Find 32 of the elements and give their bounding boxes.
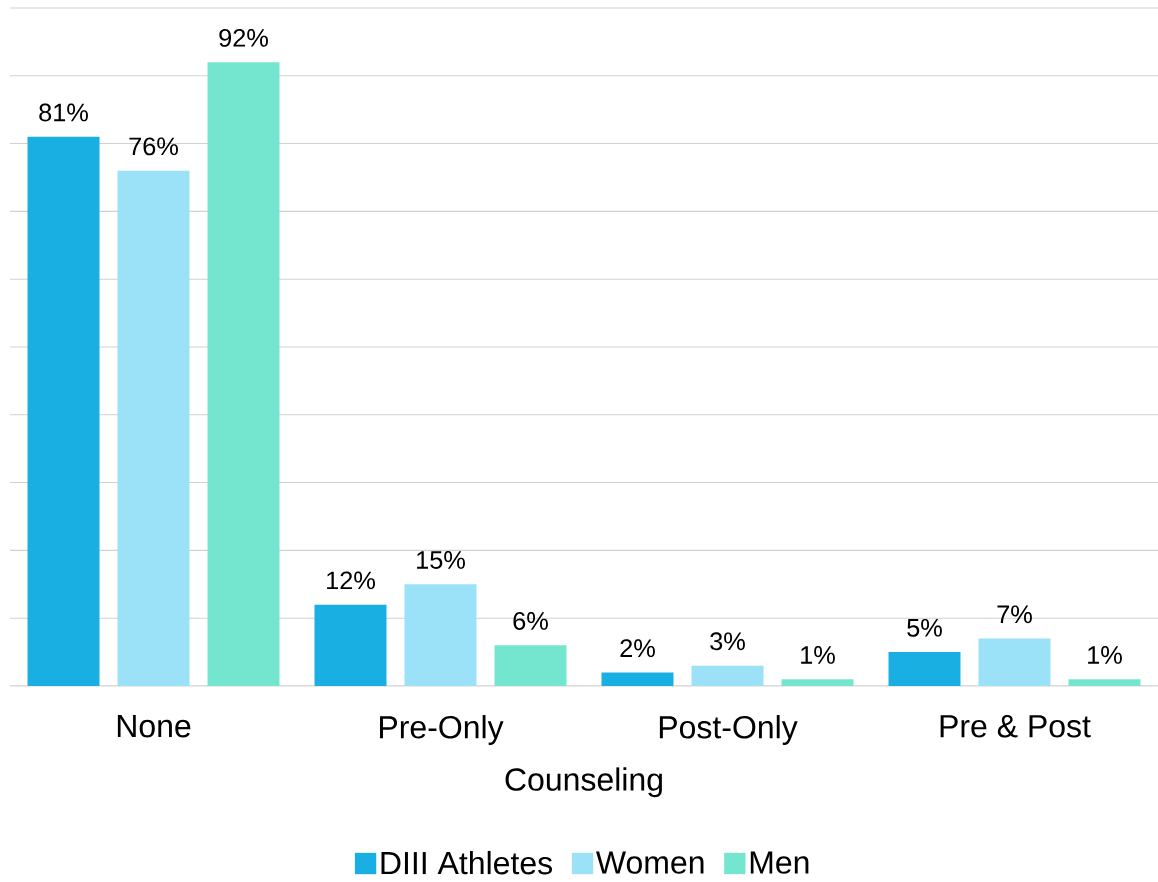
- bar: [27, 136, 100, 686]
- data-label: 81%: [39, 103, 88, 122]
- x-tick-label: Pre-Only: [380, 715, 504, 745]
- bar: [207, 62, 280, 686]
- legend-label: Women: [596, 851, 704, 874]
- data-label: 1%: [801, 646, 835, 664]
- legend-label: Men: [750, 851, 809, 874]
- data-label: 12%: [327, 571, 375, 590]
- bar: [781, 679, 854, 686]
- data-label: 7%: [997, 605, 1032, 624]
- bar: [601, 672, 674, 686]
- bar: [117, 170, 190, 686]
- data-label: 3%: [710, 632, 745, 651]
- legend-label: DIII Athletes: [381, 850, 553, 875]
- x-tick-label: Pre & Post: [940, 715, 1091, 738]
- bar: [404, 584, 477, 686]
- bar: [691, 665, 764, 686]
- data-label: 92%: [219, 28, 268, 47]
- data-label: 6%: [513, 611, 548, 630]
- x-tick-label: None: [117, 715, 191, 738]
- bar: [494, 645, 567, 686]
- x-axis-title: Counseling: [505, 767, 662, 798]
- data-label: 5%: [907, 618, 942, 637]
- bar: [1068, 679, 1141, 686]
- data-label: 2%: [620, 639, 655, 658]
- bar: [978, 638, 1051, 686]
- bar: [314, 604, 387, 686]
- data-label: 76%: [129, 137, 178, 156]
- x-tick-label: Post-Only: [659, 715, 798, 745]
- bar: [888, 652, 961, 686]
- data-label: 15%: [417, 551, 465, 569]
- data-label: 1%: [1088, 646, 1122, 664]
